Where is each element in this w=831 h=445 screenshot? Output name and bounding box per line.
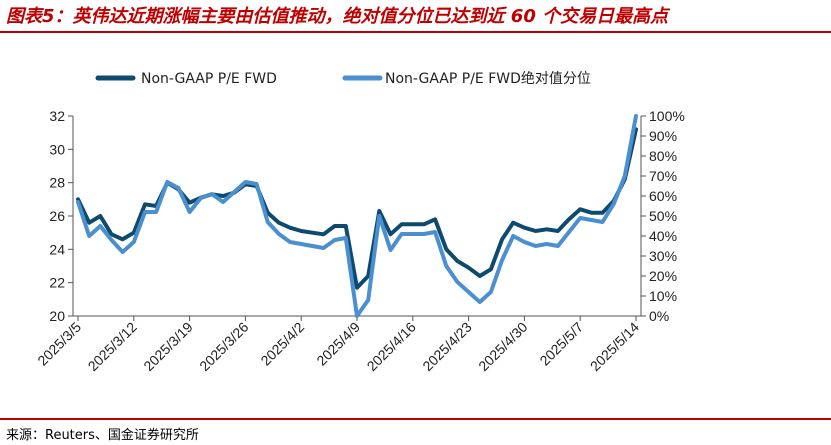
legend-label: Non-GAAP P/E FWD xyxy=(141,71,277,87)
x-tick-label: 2025/4/2 xyxy=(257,319,307,369)
left-tick-label: 28 xyxy=(49,175,65,191)
right-tick-label: 10% xyxy=(649,288,677,304)
right-tick-label: 80% xyxy=(649,148,677,164)
right-tick-label: 100% xyxy=(649,108,685,124)
x-tick-label: 2025/5/14 xyxy=(587,319,643,375)
x-tick-label: 2025/3/26 xyxy=(196,319,252,375)
x-tick-label: 2025/3/5 xyxy=(34,319,84,369)
left-tick-label: 24 xyxy=(49,241,65,257)
right-tick-label: 70% xyxy=(649,168,677,184)
left-tick-label: 30 xyxy=(49,141,65,157)
x-tick-label: 2025/4/30 xyxy=(475,319,531,375)
line-chart: Non-GAAP P/E FWD Non-GAAP P/E FWD绝对值分位 20… xyxy=(34,71,685,375)
source-note: 来源：Reuters、国金证券研究所 xyxy=(6,428,199,443)
right-tick-label: 20% xyxy=(649,268,677,284)
x-tick-label: 2025/5/7 xyxy=(536,319,586,369)
right-tick-label: 40% xyxy=(649,228,677,244)
right-tick-label: 90% xyxy=(649,128,677,144)
right-tick-label: 60% xyxy=(649,188,677,204)
right-tick-label: 50% xyxy=(649,208,677,224)
series-line-pe-percentile xyxy=(76,114,638,318)
x-tick-label: 2025/4/9 xyxy=(313,319,363,369)
left-tick-label: 26 xyxy=(49,208,65,224)
x-tick-label: 2025/4/23 xyxy=(419,319,475,375)
series-lines xyxy=(76,114,638,318)
legend: Non-GAAP P/E FWD Non-GAAP P/E FWD绝对值分位 xyxy=(95,71,591,87)
series-line-pe xyxy=(76,127,638,290)
x-tick-label: 2025/3/19 xyxy=(140,319,196,375)
top-rule xyxy=(0,31,831,33)
legend-label: Non-GAAP P/E FWD绝对值分位 xyxy=(385,71,591,87)
right-tick-label: 30% xyxy=(649,248,677,264)
x-tick-label: 2025/3/12 xyxy=(85,319,141,375)
left-tick-label: 32 xyxy=(49,108,65,124)
x-tick-label: 2025/4/16 xyxy=(364,319,420,375)
left-tick-label: 22 xyxy=(49,275,65,291)
chart-title: 图表5：英伟达近期涨幅主要由估值推动，绝对值分位已达到近 60 个交易日最高点 xyxy=(6,6,669,27)
left-tick-label: 20 xyxy=(49,308,65,324)
right-tick-label: 0% xyxy=(649,308,669,324)
bottom-rule xyxy=(0,418,831,420)
